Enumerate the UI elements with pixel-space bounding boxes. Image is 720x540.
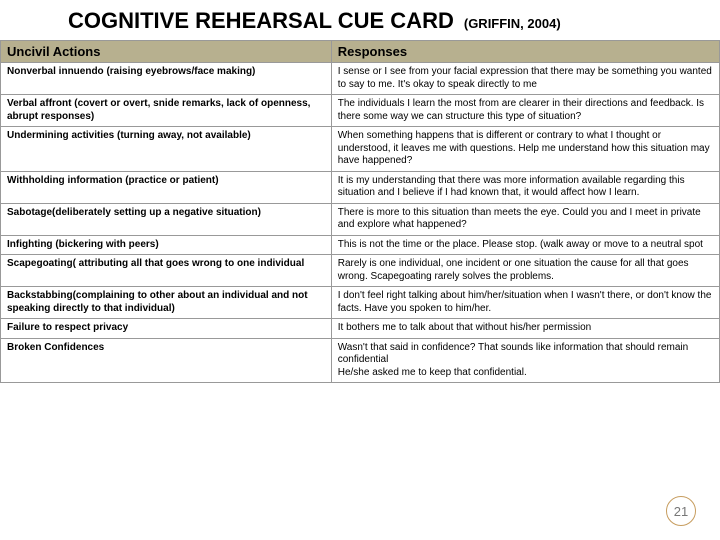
header-responses: Responses bbox=[331, 41, 719, 63]
table-row: Infighting (bickering with peers)This is… bbox=[1, 235, 720, 255]
response-cell: Rarely is one individual, one incident o… bbox=[331, 255, 719, 287]
uncivil-action-cell: Nonverbal innuendo (raising eyebrows/fac… bbox=[1, 63, 332, 95]
main-title: COGNITIVE REHEARSAL CUE CARD bbox=[68, 8, 454, 34]
response-cell: Wasn't that said in confidence? That sou… bbox=[331, 338, 719, 383]
page-number: 21 bbox=[674, 504, 688, 519]
cue-card-table: Uncivil Actions Responses Nonverbal innu… bbox=[0, 40, 720, 383]
uncivil-action-cell: Scapegoating( attributing all that goes … bbox=[1, 255, 332, 287]
uncivil-action-cell: Failure to respect privacy bbox=[1, 319, 332, 339]
table-row: Backstabbing(complaining to other about … bbox=[1, 287, 720, 319]
uncivil-action-cell: Withholding information (practice or pat… bbox=[1, 171, 332, 203]
response-cell: This is not the time or the place. Pleas… bbox=[331, 235, 719, 255]
uncivil-action-cell: Backstabbing(complaining to other about … bbox=[1, 287, 332, 319]
uncivil-action-cell: Infighting (bickering with peers) bbox=[1, 235, 332, 255]
uncivil-action-cell: Verbal affront (covert or overt, snide r… bbox=[1, 95, 332, 127]
header-uncivil-actions: Uncivil Actions bbox=[1, 41, 332, 63]
response-cell: It bothers me to talk about that without… bbox=[331, 319, 719, 339]
citation: (GRIFFIN, 2004) bbox=[464, 16, 561, 31]
uncivil-action-cell: Undermining activities (turning away, no… bbox=[1, 127, 332, 172]
table-row: Sabotage(deliberately setting up a negat… bbox=[1, 203, 720, 235]
table-row: Scapegoating( attributing all that goes … bbox=[1, 255, 720, 287]
response-cell: I sense or I see from your facial expres… bbox=[331, 63, 719, 95]
slide: COGNITIVE REHEARSAL CUE CARD (GRIFFIN, 2… bbox=[0, 0, 720, 540]
response-cell: The individuals I learn the most from ar… bbox=[331, 95, 719, 127]
table-row: Undermining activities (turning away, no… bbox=[1, 127, 720, 172]
page-number-badge: 21 bbox=[666, 496, 696, 526]
response-cell: I don't feel right talking about him/her… bbox=[331, 287, 719, 319]
table-row: Verbal affront (covert or overt, snide r… bbox=[1, 95, 720, 127]
uncivil-action-cell: Broken Confidences bbox=[1, 338, 332, 383]
response-cell: It is my understanding that there was mo… bbox=[331, 171, 719, 203]
table-row: Broken ConfidencesWasn't that said in co… bbox=[1, 338, 720, 383]
response-cell: There is more to this situation than mee… bbox=[331, 203, 719, 235]
table-header-row: Uncivil Actions Responses bbox=[1, 41, 720, 63]
uncivil-action-cell: Sabotage(deliberately setting up a negat… bbox=[1, 203, 332, 235]
table-row: Failure to respect privacyIt bothers me … bbox=[1, 319, 720, 339]
table-row: Withholding information (practice or pat… bbox=[1, 171, 720, 203]
title-row: COGNITIVE REHEARSAL CUE CARD (GRIFFIN, 2… bbox=[0, 0, 720, 40]
response-cell: When something happens that is different… bbox=[331, 127, 719, 172]
table-row: Nonverbal innuendo (raising eyebrows/fac… bbox=[1, 63, 720, 95]
